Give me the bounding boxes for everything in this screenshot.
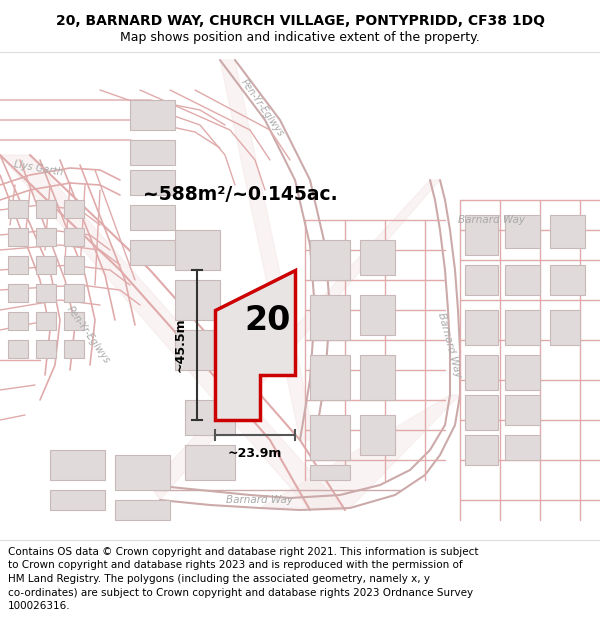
Polygon shape — [130, 170, 175, 195]
Polygon shape — [310, 240, 350, 280]
Text: 20: 20 — [245, 304, 291, 336]
Polygon shape — [220, 60, 315, 440]
Polygon shape — [36, 284, 56, 302]
Polygon shape — [8, 340, 28, 358]
Polygon shape — [8, 284, 28, 302]
Polygon shape — [8, 200, 28, 218]
Polygon shape — [8, 256, 28, 274]
Polygon shape — [130, 205, 175, 230]
Polygon shape — [185, 400, 235, 435]
Polygon shape — [465, 265, 498, 295]
Text: ~23.9m: ~23.9m — [228, 447, 282, 460]
Bar — [0, 0, 600, 52]
Polygon shape — [36, 228, 56, 246]
Polygon shape — [36, 256, 56, 274]
Text: HM Land Registry. The polygons (including the associated geometry, namely x, y: HM Land Registry. The polygons (includin… — [8, 574, 430, 584]
Polygon shape — [175, 230, 220, 270]
Text: Contains OS data © Crown copyright and database right 2021. This information is : Contains OS data © Crown copyright and d… — [8, 547, 479, 557]
Polygon shape — [185, 445, 235, 480]
Text: Pen-Yr-Eglwys: Pen-Yr-Eglwys — [238, 78, 286, 139]
Polygon shape — [505, 435, 540, 460]
Polygon shape — [360, 295, 395, 335]
Text: Barnard Way: Barnard Way — [227, 495, 293, 505]
Text: Barnard Way: Barnard Way — [436, 311, 464, 379]
Polygon shape — [505, 395, 540, 425]
Text: Pen-Yr-Eglwys: Pen-Yr-Eglwys — [64, 304, 112, 366]
Polygon shape — [550, 310, 580, 345]
Polygon shape — [64, 256, 84, 274]
Text: Llys Garth: Llys Garth — [13, 159, 64, 177]
Polygon shape — [505, 215, 540, 248]
Polygon shape — [0, 155, 345, 510]
Polygon shape — [64, 200, 84, 218]
Polygon shape — [175, 280, 220, 320]
Polygon shape — [175, 330, 220, 370]
Polygon shape — [130, 100, 175, 130]
Polygon shape — [50, 490, 105, 510]
Polygon shape — [360, 355, 395, 400]
Polygon shape — [36, 340, 56, 358]
Polygon shape — [465, 355, 498, 390]
Polygon shape — [215, 270, 295, 420]
Polygon shape — [50, 450, 105, 480]
Polygon shape — [8, 312, 28, 330]
Text: Map shows position and indicative extent of the property.: Map shows position and indicative extent… — [120, 31, 480, 44]
Polygon shape — [360, 415, 395, 455]
Polygon shape — [130, 240, 175, 265]
Polygon shape — [310, 465, 350, 480]
Polygon shape — [260, 395, 460, 508]
Polygon shape — [64, 312, 84, 330]
Polygon shape — [64, 340, 84, 358]
Polygon shape — [150, 180, 440, 500]
Polygon shape — [465, 215, 498, 255]
Polygon shape — [465, 310, 498, 345]
Polygon shape — [115, 500, 170, 520]
Polygon shape — [310, 355, 350, 400]
Polygon shape — [130, 140, 175, 165]
Text: 20, BARNARD WAY, CHURCH VILLAGE, PONTYPRIDD, CF38 1DQ: 20, BARNARD WAY, CHURCH VILLAGE, PONTYPR… — [56, 14, 545, 28]
Polygon shape — [310, 295, 350, 340]
Text: ~588m²/~0.145ac.: ~588m²/~0.145ac. — [143, 186, 338, 204]
Polygon shape — [360, 240, 395, 275]
Bar — [0, 540, 600, 625]
Polygon shape — [64, 284, 84, 302]
Polygon shape — [115, 455, 170, 490]
Polygon shape — [310, 415, 350, 460]
Polygon shape — [550, 215, 585, 248]
Polygon shape — [465, 395, 498, 430]
Polygon shape — [505, 265, 540, 295]
Polygon shape — [465, 435, 498, 465]
Text: ~45.5m: ~45.5m — [174, 318, 187, 372]
Polygon shape — [36, 312, 56, 330]
Text: 100026316.: 100026316. — [8, 601, 71, 611]
Polygon shape — [8, 228, 28, 246]
Text: co-ordinates) are subject to Crown copyright and database rights 2023 Ordnance S: co-ordinates) are subject to Crown copyr… — [8, 588, 473, 598]
Polygon shape — [64, 228, 84, 246]
Polygon shape — [36, 200, 56, 218]
Bar — [0, 52, 600, 540]
Text: to Crown copyright and database rights 2023 and is reproduced with the permissio: to Crown copyright and database rights 2… — [8, 561, 463, 571]
Polygon shape — [505, 310, 540, 345]
Text: Barnard Way: Barnard Way — [458, 215, 526, 225]
Polygon shape — [550, 265, 585, 295]
Polygon shape — [505, 355, 540, 390]
